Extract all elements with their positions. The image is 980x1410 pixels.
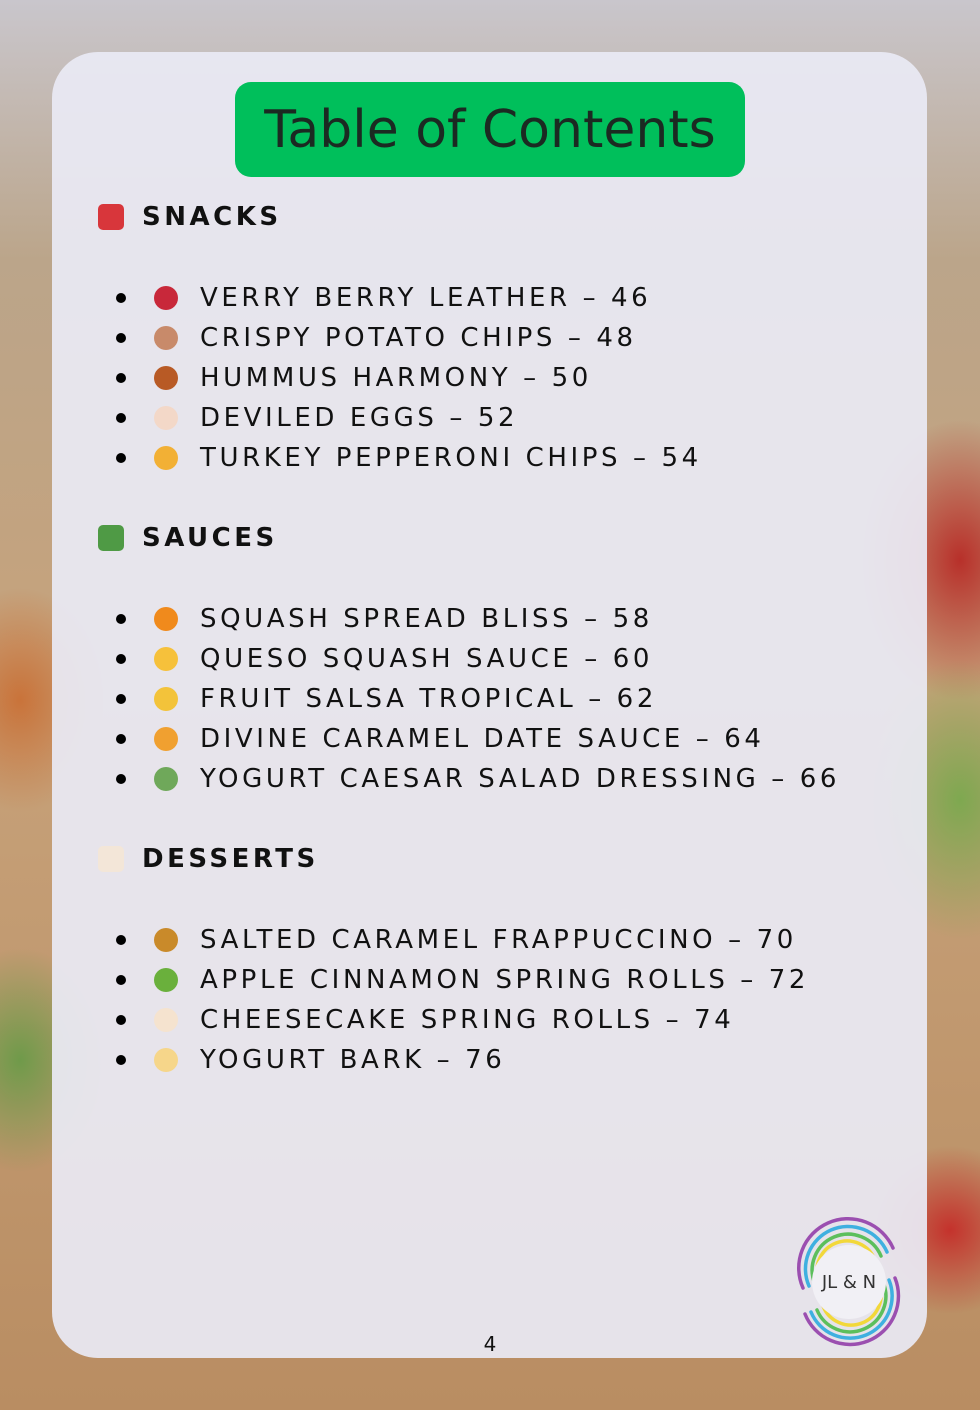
rainbow-swirl-logo: JL & N (797, 1217, 901, 1347)
toc-entry[interactable]: QUESO SQUASH SAUCE – 60 (116, 639, 653, 679)
section-heading: SAUCES (142, 523, 278, 553)
toc-entry[interactable]: VERRY BERRY LEATHER – 46 (116, 278, 651, 318)
toc-entry[interactable]: DIVINE CARAMEL DATE SAUCE – 64 (116, 719, 765, 759)
toc-entry-text: APPLE CINNAMON SPRING ROLLS – 72 (200, 965, 810, 995)
toc-entry-text: CHEESECAKE SPRING ROLLS – 74 (200, 1005, 735, 1035)
falafel-icon (154, 366, 178, 390)
toc-entry[interactable]: YOGURT CAESAR SALAD DRESSING – 66 (116, 759, 840, 799)
bullet-icon (116, 293, 126, 303)
section-sauces: SAUCES (98, 523, 278, 553)
bullet-icon (116, 935, 126, 945)
shortcake-icon (98, 846, 124, 872)
bullet-icon (116, 1055, 126, 1065)
canned-food-icon (98, 525, 124, 551)
pineapple-icon (154, 687, 178, 711)
egg-icon (154, 406, 178, 430)
toc-entry-text: DIVINE CARAMEL DATE SAUCE – 64 (200, 724, 765, 754)
toc-entry[interactable]: SALTED CARAMEL FRAPPUCCINO – 70 (116, 920, 797, 960)
bullet-icon (116, 453, 126, 463)
toc-entry[interactable]: APPLE CINNAMON SPRING ROLLS – 72 (116, 960, 809, 1000)
toc-entry-text: HUMMUS HARMONY – 50 (200, 363, 592, 393)
toc-entry-text: SALTED CARAMEL FRAPPUCCINO – 70 (200, 925, 797, 955)
toc-entry[interactable]: CRISPY POTATO CHIPS – 48 (116, 318, 637, 358)
bullet-icon (116, 694, 126, 704)
bullet-icon (116, 774, 126, 784)
toc-entry[interactable]: SQUASH SPREAD BLISS – 58 (116, 599, 653, 639)
salad-icon (154, 767, 178, 791)
content-card (52, 52, 927, 1358)
section-heading: SNACKS (142, 202, 282, 232)
potato-icon (154, 326, 178, 350)
toc-entry-text: FRUIT SALSA TROPICAL – 62 (200, 684, 657, 714)
toc-entry[interactable]: HUMMUS HARMONY – 50 (116, 358, 592, 398)
custard-icon (154, 928, 178, 952)
toc-entry-text: SQUASH SPREAD BLISS – 58 (200, 604, 653, 634)
toc-entry[interactable]: TURKEY PEPPERONI CHIPS – 54 (116, 438, 702, 478)
bullet-icon (116, 413, 126, 423)
toc-entry-text: TURKEY PEPPERONI CHIPS – 54 (200, 443, 702, 473)
page-number: 4 (483, 1332, 497, 1356)
strawberry-icon (154, 286, 178, 310)
bullet-icon (116, 614, 126, 624)
logo-text: JL & N (821, 1272, 876, 1293)
bullet-icon (116, 1015, 126, 1025)
bullet-icon (116, 654, 126, 664)
section-heading: DESSERTS (142, 844, 319, 874)
pizza-icon (154, 446, 178, 470)
toc-entry[interactable]: YOGURT BARK – 76 (116, 1040, 505, 1080)
section-desserts: DESSERTS (98, 844, 319, 874)
toc-entry[interactable]: CHEESECAKE SPRING ROLLS – 74 (116, 1000, 734, 1040)
soft-ice-cream-icon (154, 1048, 178, 1072)
toc-entry-text: YOGURT CAESAR SALAD DRESSING – 66 (200, 764, 841, 794)
cheese-icon (154, 647, 178, 671)
bullet-icon (116, 333, 126, 343)
green-apple-icon (154, 968, 178, 992)
toc-entry-text: YOGURT BARK – 76 (200, 1045, 506, 1075)
section-snacks: SNACKS (98, 202, 282, 232)
toc-entry[interactable]: FRUIT SALSA TROPICAL – 62 (116, 679, 657, 719)
bullet-icon (116, 975, 126, 985)
toc-entry[interactable]: DEVILED EGGS – 52 (116, 398, 518, 438)
toc-entry-text: QUESO SQUASH SAUCE – 60 (200, 644, 654, 674)
popcorn-icon (98, 204, 124, 230)
shortcake-icon (154, 1008, 178, 1032)
toc-entry-text: DEVILED EGGS – 52 (200, 403, 519, 433)
bullet-icon (116, 734, 126, 744)
toc-entry-text: VERRY BERRY LEATHER – 46 (200, 283, 652, 313)
toc-entry-text: CRISPY POTATO CHIPS – 48 (200, 323, 637, 353)
cupcake-icon (154, 727, 178, 751)
bullet-icon (116, 373, 126, 383)
page-title: Table of Contents (235, 82, 745, 177)
jack-o-lantern-icon (154, 607, 178, 631)
